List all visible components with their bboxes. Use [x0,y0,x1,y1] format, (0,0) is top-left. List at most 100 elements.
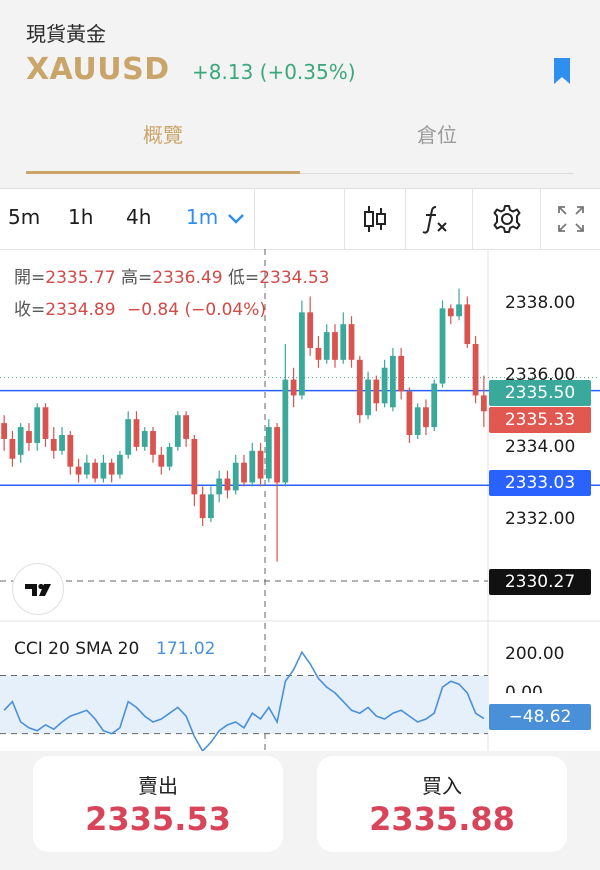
ohlc-legend-line2: 收=2334.89 −0.84 (−0.04%) [14,295,266,320]
candle-body [150,431,156,455]
low-value: 2334.53 [259,268,330,288]
price-chart[interactable] [0,249,600,751]
candle-body [83,462,90,475]
candle-body [75,466,82,475]
bookmark-icon[interactable] [552,58,572,84]
candle-body [241,462,247,483]
candle-body [117,454,123,475]
candle-body [166,446,173,467]
candle-body [323,332,330,360]
candle-body [290,379,297,396]
ohlc-change: −0.84 (−0.04%) [126,300,266,320]
candle-body [282,379,289,483]
line-price-tag: 2333.03 [489,470,591,496]
instrument-name: 現貨黃金 [26,22,106,46]
candle-body [265,427,272,479]
candle-body [67,435,74,467]
candle-body [389,355,396,408]
candle-body [158,454,165,467]
gear-icon[interactable] [492,203,522,235]
crosshair-price-tag: 2330.27 [489,569,591,595]
tradingview-logo[interactable] [12,563,64,615]
candle-body [199,494,206,519]
candle-body [398,355,405,392]
high-value: 2336.49 [152,268,223,288]
tab-overview[interactable]: 概覽 [26,120,300,174]
timeframe-1m[interactable]: 1m [186,205,245,229]
candle-body [315,347,322,360]
chart-toolbar: 5m 1h 4h 1m [0,189,600,250]
candlestick-icon[interactable] [360,203,390,235]
candle-body [224,478,231,491]
sell-button[interactable]: 賣出 2335.53 [33,756,283,852]
candle-body [232,462,239,491]
high-label: 高= [120,268,153,288]
candle-body [108,462,115,475]
open-value: 2335.77 [45,268,116,288]
close-label: 收= [14,300,46,320]
candle-body [249,450,256,483]
candle-body [340,324,347,360]
candle-body [414,407,421,435]
indicator-title: CCI 20 SMA 20 [14,639,140,659]
candle-body [141,431,148,447]
candle-body [439,308,446,384]
bid-price-tag: 2335.33 [489,407,591,433]
price-change: +8.13 (+0.35%) [192,60,356,84]
fullscreen-icon[interactable] [556,203,586,235]
candle-body [456,304,462,317]
candle-body [9,438,16,459]
price-axis-label: 2338.00 [505,293,576,313]
candle-body [348,324,355,360]
candle-body [50,438,57,451]
indicator-current-tag: −48.62 [489,704,591,730]
function-icon[interactable] [420,203,450,235]
candle-body [191,438,198,495]
indicator-axis-label: 0.00 [505,683,543,703]
candle-body [133,419,140,447]
candle-body [332,332,338,360]
candle-body [59,435,65,451]
tab-position[interactable]: 倉位 [300,120,574,174]
candle-body [423,407,429,428]
candle-body [447,308,454,317]
buy-label: 買入 [422,774,462,798]
open-label: 開= [14,268,46,288]
sell-price: 2335.53 [85,800,231,838]
indicator-axis-label: 200.00 [505,644,565,664]
candle-body [34,407,41,443]
cci-band [0,675,488,734]
cci-line [3,650,485,751]
candle-body [464,304,471,344]
chevron-down-icon [227,213,244,224]
timeframe-4h[interactable]: 4h [126,205,152,229]
symbol-title: XAUUSD [26,52,170,87]
buy-button[interactable]: 買入 2335.88 [317,756,567,852]
candle-body [274,427,280,483]
candle-body [373,379,380,404]
candle-body [183,415,189,439]
candle-body [26,431,32,443]
candle-body [42,407,49,439]
timeframe-5m[interactable]: 5m [8,205,41,229]
candle-body [174,415,181,447]
candle-body [480,395,487,412]
candle-body [307,312,314,348]
candle-body [1,423,8,439]
candle-body [431,383,438,428]
buy-price: 2335.88 [369,800,515,838]
candle-body [17,427,24,455]
timeframe-1h[interactable]: 1h [68,205,94,229]
candle-body [216,478,223,495]
indicator-value: 171.02 [156,639,216,659]
tradingview-logo-icon [25,583,51,596]
chart-panel: 5m 1h 4h 1m 開 [0,188,600,751]
candle-body [208,494,214,519]
ask-price-tag: 2335.50 [489,380,591,406]
sell-label: 賣出 [138,774,178,798]
candle-body [356,359,363,416]
candle-body [257,450,264,479]
price-axis-label: 2332.00 [505,509,576,529]
price-axis-label: 2334.00 [505,437,576,457]
candle-body [299,312,305,396]
